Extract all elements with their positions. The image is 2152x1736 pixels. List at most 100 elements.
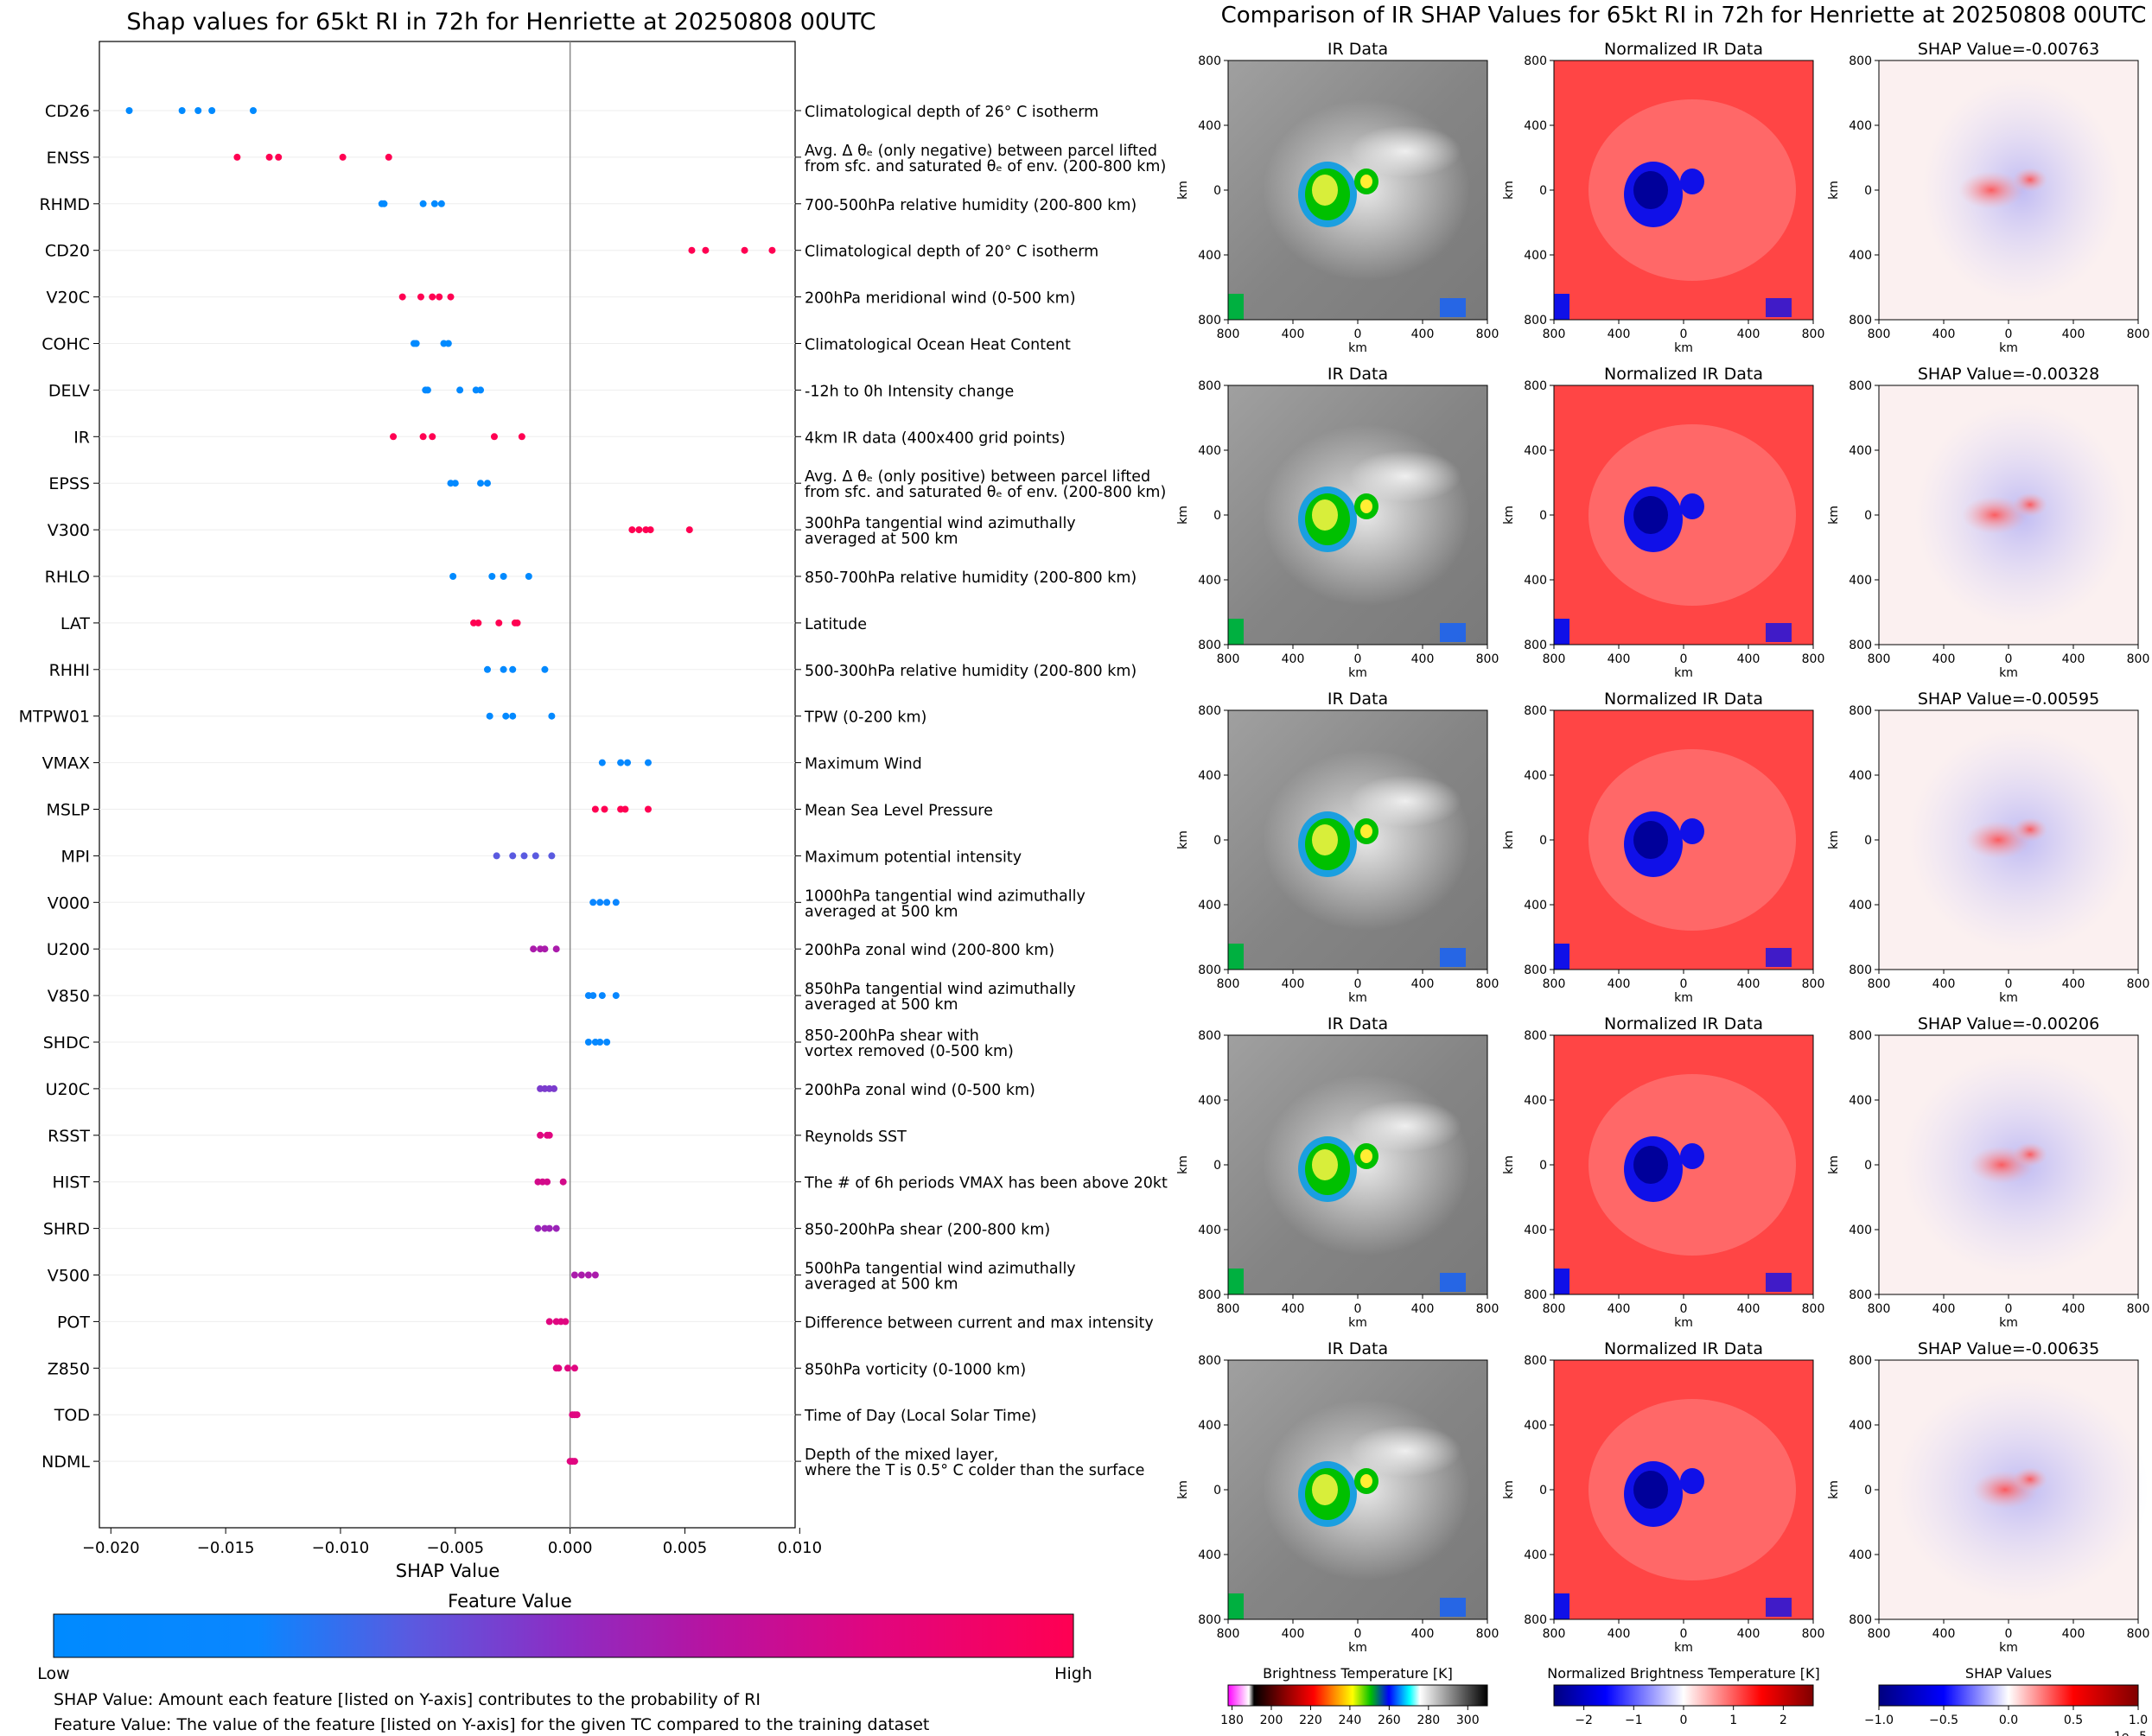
shap-positive-east [2013,1467,2047,1491]
shap-point-u200 [530,945,538,953]
feature-description-rhmd: 700-500hPa relative humidity (200-800 km… [805,197,1136,214]
edge-convection [1440,948,1466,967]
panel-y-tick-label: 0 [1213,834,1221,848]
norm-corner [1554,294,1569,320]
shap-point-enss [233,153,241,161]
shap-point-v500 [577,1271,585,1279]
panel-y-tick-label: 400 [1524,574,1547,588]
shap-point-u20c [551,1084,558,1092]
colorbar-tick-label: 260 [1378,1714,1401,1727]
y-tick-label-cohc: COHC [41,335,90,354]
shap-values-colorbar: SHAP Values −1.0 −0.5 0.0 0.5 1.0 1e−5 [1864,1665,2148,1736]
feature-description-rhhi: 500-300hPa relative humidity (200-800 km… [805,663,1136,680]
panel-x-tick-label: 400 [1411,977,1435,991]
panel-y-axis-label: km [1176,181,1190,200]
panel-x-axis-label: km [1674,666,1693,680]
colorbar-title: Feature Value [448,1591,572,1612]
x-tick-label: −0.020 [82,1539,140,1557]
panel-y-tick-label: 0 [1864,1159,1872,1173]
shap-panel-title: SHAP Value=-0.00206 [1918,1014,2099,1033]
panel-y-tick-label: 800 [1849,1354,1872,1368]
feature-description-enss: from sfc. and saturated θₑ of env. (200-… [805,158,1166,175]
panel-y-tick-label: 400 [1849,119,1872,133]
x-tick-label: 0.010 [778,1539,823,1557]
panel-y-tick-label: 800 [1198,1288,1221,1302]
shap-point-tod [573,1411,581,1419]
panel-x-tick-label: 0 [2005,327,2013,341]
panel-y-tick-label: 800 [1849,963,1872,977]
colorbar-tick-label: 200 [1260,1714,1283,1727]
x-axis-label: SHAP Value [396,1561,500,1581]
panel-y-tick-label: 400 [1849,249,1872,263]
shap-panel-title: SHAP Value=-0.00595 [1918,690,2099,709]
brightness-temperature-colorbar-bar [1227,1684,1488,1707]
panel-x-tick-label: 400 [2062,1627,2085,1641]
shap-point-shrd [545,1224,553,1232]
x-tick-label: −0.005 [426,1539,484,1557]
shap-point-lat [495,619,503,626]
shap-values-colorbar-title: SHAP Values [1965,1665,2052,1682]
note-feature-definition: Feature Value: The value of the feature … [54,1715,930,1734]
panel-y-axis-label: km [1502,181,1516,200]
feature-description-u200: 200hPa zonal wind (200-800 km) [805,942,1054,959]
y-tick-label-v000: V000 [48,893,90,913]
panel-y-tick-label: 0 [1864,184,1872,198]
panel-y-tick-label: 800 [1524,704,1547,718]
brightness-temperature-colorbar-title: Brightness Temperature [K] [1263,1665,1453,1682]
panel-x-tick-label: 800 [2127,327,2150,341]
panel-y-tick-label: 400 [1198,769,1221,783]
shap-point-rhlo [500,573,507,580]
shap-point-cd20 [768,246,776,254]
panel-x-tick-label: 0 [2005,977,2013,991]
normalized-temperature-colorbar-title: Normalized Brightness Temperature [K] [1547,1665,1820,1682]
feature-description-ndml: Depth of the mixed layer, [805,1447,998,1464]
panel-y-tick-label: 400 [1198,574,1221,588]
shap-point-shdc [584,1039,592,1046]
norm-cold-core [1633,1471,1668,1509]
norm-cold-core [1633,821,1668,859]
colorbar-tick-label: −2 [1575,1714,1593,1727]
panel-x-axis-label: km [1999,991,2018,1005]
shap-point-mpi [532,852,539,860]
panel-x-tick-label: 800 [1802,1627,1825,1641]
shap-point-mpi [493,852,500,860]
colorbar-tick-label: 1.0 [2129,1714,2148,1727]
panel-x-tick-label: 0 [2005,652,2013,666]
panel-y-tick-label: 800 [1849,1613,1872,1627]
feature-description-cohc: Climatological Ocean Heat Content [805,337,1071,354]
shap-point-cohc [444,340,452,347]
panel-y-tick-label: 800 [1849,639,1872,652]
y-tick-label-vmax: VMAX [42,754,90,773]
panel-x-tick-label: 400 [1608,977,1631,991]
panel-y-tick-label: 800 [1524,1288,1547,1302]
shap-point-shdc [603,1039,611,1046]
normalized-ir-panel-title: Normalized IR Data [1604,1014,1763,1033]
panel-x-tick-label: 400 [2062,327,2085,341]
panel-y-tick-label: 800 [1849,54,1872,68]
panel-x-tick-label: 800 [1217,1627,1240,1641]
panel-x-tick-label: 0 [1680,977,1688,991]
panel-y-tick-label: 400 [1198,1548,1221,1562]
panel-y-tick-label: 400 [1849,1094,1872,1108]
colorbar-tick-label: −1 [1625,1714,1643,1727]
shap-values-colorbar-bar [1878,1684,2139,1707]
convection-core [1312,1149,1338,1180]
feature-description-ndml: where the T is 0.5° C colder than the su… [805,1462,1144,1479]
y-tick-label-mslp: MSLP [47,801,91,820]
convection-core [1312,175,1338,206]
colorbar-tick-label: −0.5 [1929,1714,1958,1727]
panel-y-tick-label: 400 [1198,1224,1221,1237]
shap-point-v850 [612,992,620,1000]
shap-point-cd20 [688,246,696,254]
colorbar-tick-label: 2 [1780,1714,1787,1727]
panel-y-tick-label: 400 [1849,769,1872,783]
panel-y-tick-label: 800 [1198,963,1221,977]
norm-cold-core [1633,1146,1668,1184]
panel-y-tick-label: 800 [1849,1288,1872,1302]
norm-edge [1766,298,1792,317]
